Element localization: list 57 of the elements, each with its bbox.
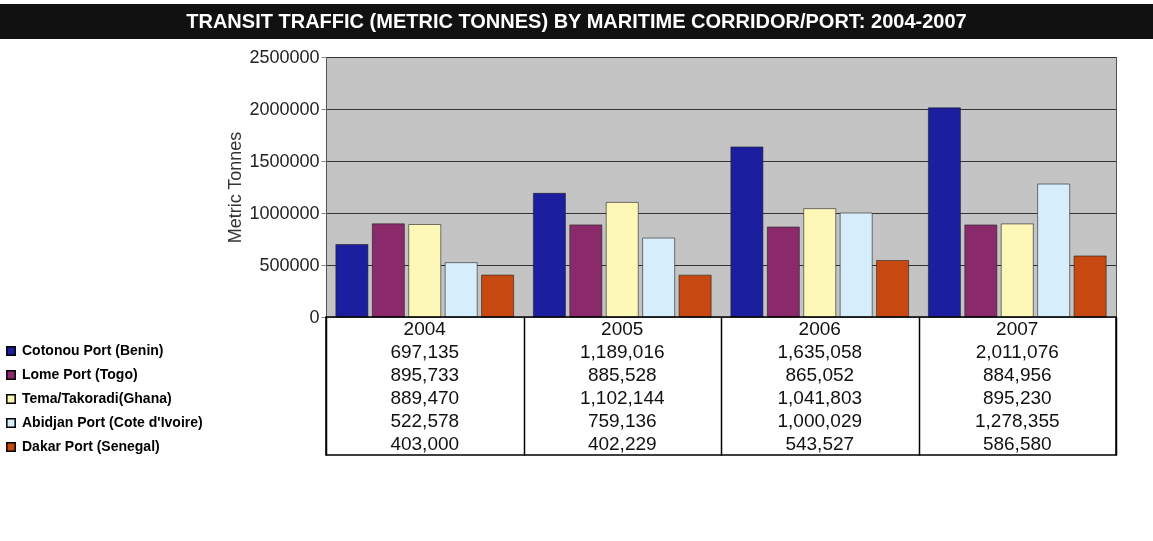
bar [533, 193, 566, 318]
bar [444, 262, 478, 318]
data-label: 403,000 [390, 432, 460, 454]
data-label: 895,230 [982, 386, 1052, 408]
data-label: 1,635,058 [777, 340, 863, 362]
data-label: 586,580 [982, 432, 1052, 454]
y-tick-label: 2000000 [249, 98, 320, 119]
y-tick-label: 500000 [259, 254, 320, 275]
legend-label: Dakar Port (Senegal) [22, 438, 160, 454]
x-tick-label: 2006 [798, 317, 841, 339]
bar [372, 223, 405, 318]
bar [803, 208, 837, 318]
chart-title: TRANSIT TRAFFIC (METRIC TONNES) BY MARITIME CORRIDOR/PORT: 2004-2007 [0, 4, 1153, 39]
bar [408, 224, 442, 318]
data-label: 885,528 [587, 363, 657, 385]
data-label: 884,956 [982, 363, 1052, 385]
data-label: 1,189,016 [579, 340, 665, 362]
bar [678, 274, 712, 318]
data-label: 895,733 [390, 363, 460, 385]
data-label: 2,011,076 [975, 340, 1059, 362]
bar [767, 226, 800, 318]
y-tick-label: 1000000 [249, 202, 320, 223]
bar [1073, 255, 1107, 318]
bar [642, 237, 675, 318]
bar [1037, 183, 1070, 318]
data-label: 889,470 [390, 386, 460, 408]
legend-label: Abidjan Port (Cote d'Ivoire) [22, 414, 203, 430]
bar [605, 202, 639, 318]
data-label: 1,102,144 [579, 386, 665, 408]
bar [876, 260, 909, 318]
data-label: 1,278,355 [974, 409, 1060, 431]
data-label: 1,041,803 [777, 386, 863, 408]
y-tick-label: 1500000 [249, 150, 320, 171]
legend-label: Lome Port (Togo) [22, 366, 138, 382]
y-axis-title: Metric Tonnes [225, 131, 246, 244]
bar [964, 224, 998, 318]
data-label: 759,136 [587, 409, 657, 431]
x-tick-label: 2007 [996, 317, 1039, 339]
data-label: 543,527 [785, 432, 855, 454]
bar [730, 146, 764, 318]
bar [1000, 223, 1034, 318]
y-tick-label: 0 [309, 306, 320, 327]
bar [569, 224, 603, 318]
data-label: 402,229 [587, 432, 657, 454]
x-tick-label: 2004 [403, 317, 447, 339]
data-label: 1,000,029 [777, 409, 863, 431]
data-label: 697,135 [390, 340, 460, 362]
x-tick-label: 2005 [601, 317, 644, 339]
bar [335, 244, 369, 318]
data-label: 865,052 [785, 363, 855, 385]
bar [839, 212, 873, 318]
bar [481, 274, 514, 318]
bar [928, 107, 961, 318]
legend-label: Cotonou Port (Benin) [22, 342, 164, 358]
legend-label: Tema/Takoradi(Ghana) [22, 390, 172, 406]
y-tick-label: 2500000 [249, 46, 320, 67]
data-label: 522,578 [390, 409, 460, 431]
